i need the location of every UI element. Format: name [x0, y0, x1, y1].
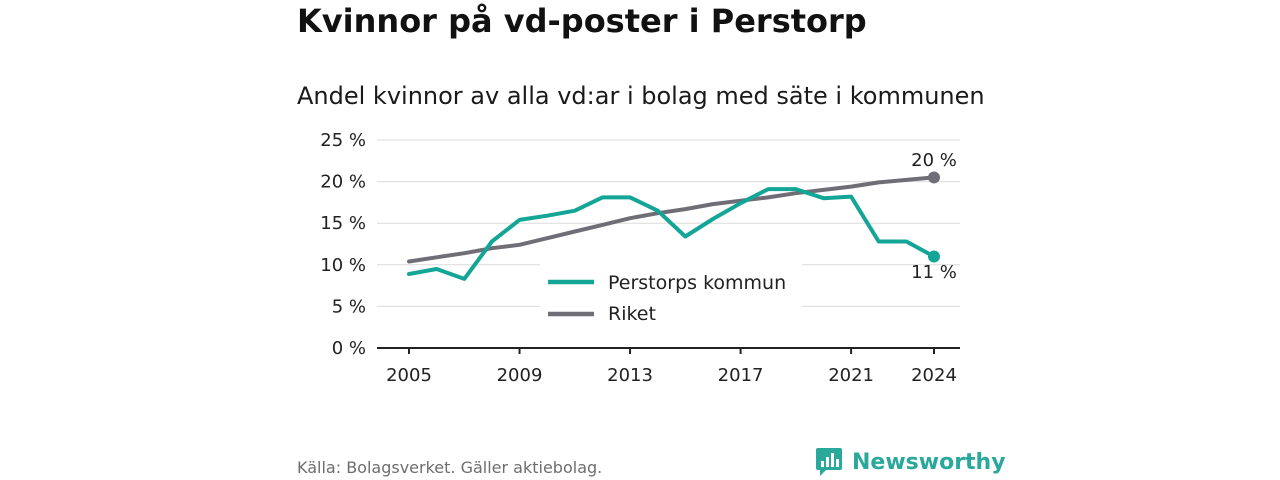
legend: Perstorps kommun Riket — [540, 262, 802, 330]
brand-logo-link[interactable]: Newsworthy — [815, 446, 1006, 478]
newsworthy-logo-icon — [816, 448, 842, 476]
end-points — [928, 171, 940, 263]
legend-background — [540, 262, 802, 330]
series-line-riket — [407, 175, 936, 264]
x-tick-label: 2009 — [497, 365, 543, 386]
x-tick-label: 2013 — [607, 365, 653, 386]
source-note: Källa: Bolagsverket. Gäller aktiebolag. — [297, 458, 603, 477]
legend-label-riket: Riket — [608, 303, 656, 325]
chart-subtitle: Andel kvinnor av alla vd:ar i bolag med … — [297, 82, 985, 110]
end-point-riket — [928, 171, 940, 184]
x-tick-label: 2021 — [828, 365, 874, 386]
brand-name: Newsworthy — [852, 449, 1006, 475]
chart-title: Kvinnor på vd-poster i Perstorp — [297, 2, 867, 40]
line-chart: 0 %5 %10 %15 %20 %25 % 2005 2009 2013 2017 2… — [320, 130, 960, 386]
end-label-perstorp: 11 % — [911, 262, 957, 283]
y-axis-ticks: 0 % 5 % 10 % 15 % 20 % 25 % — [320, 130, 366, 359]
end-point-perstorp — [928, 250, 940, 263]
series-lines — [407, 175, 936, 281]
y-tick-label: 20 % — [320, 172, 366, 193]
y-tick-label: 10 % — [320, 255, 366, 276]
series-line-perstorp — [407, 187, 936, 281]
y-tick-label: 15 % — [320, 213, 366, 234]
y-tick-label: 0 % — [332, 338, 366, 359]
x-tick-label: 2017 — [718, 365, 764, 386]
y-tick-label: 5 % — [332, 296, 366, 317]
x-tick-label: 2005 — [386, 365, 432, 386]
x-tick-label: 2024 — [911, 365, 957, 386]
end-label-riket: 20 % — [911, 150, 957, 171]
x-axis: 2005 2009 2013 2017 2021 2024 — [377, 347, 960, 386]
y-tick-label: 25 % — [320, 130, 366, 151]
legend-label-perstorp: Perstorps kommun — [608, 272, 786, 294]
